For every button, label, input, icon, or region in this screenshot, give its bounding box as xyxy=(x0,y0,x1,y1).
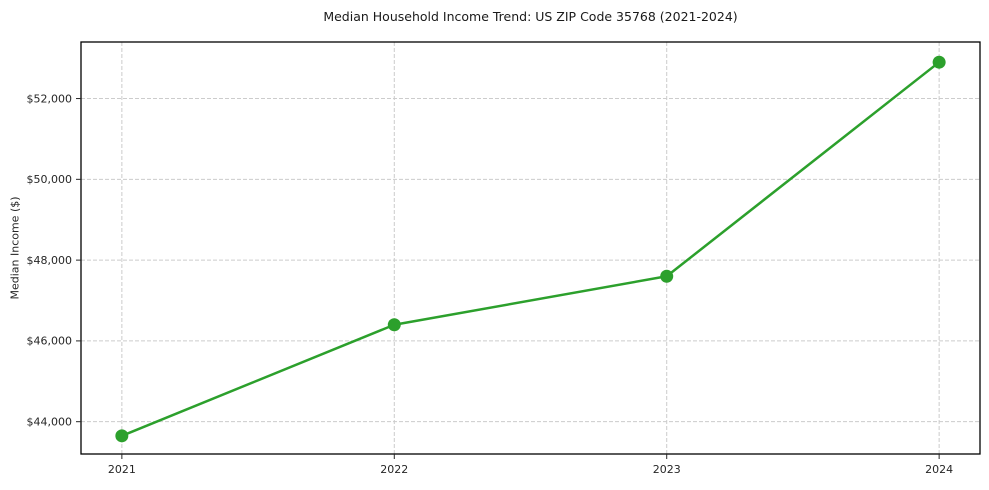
y-tick-label: $52,000 xyxy=(27,92,73,105)
data-point-marker xyxy=(932,55,946,69)
y-tick-label: $50,000 xyxy=(27,173,73,186)
data-point-marker xyxy=(115,429,129,443)
x-tick-label: 2022 xyxy=(380,463,408,476)
x-tick-label: 2021 xyxy=(108,463,136,476)
data-point-marker xyxy=(660,269,674,283)
x-tick-label: 2024 xyxy=(925,463,953,476)
data-point-marker xyxy=(387,318,401,332)
y-tick-label: $48,000 xyxy=(27,254,73,267)
y-tick-label: $46,000 xyxy=(27,335,73,348)
x-tick-label: 2023 xyxy=(653,463,681,476)
y-tick-label: $44,000 xyxy=(27,415,73,428)
chart-title: Median Household Income Trend: US ZIP Co… xyxy=(323,9,738,24)
plot-border xyxy=(80,41,981,455)
trend-line xyxy=(120,60,941,438)
